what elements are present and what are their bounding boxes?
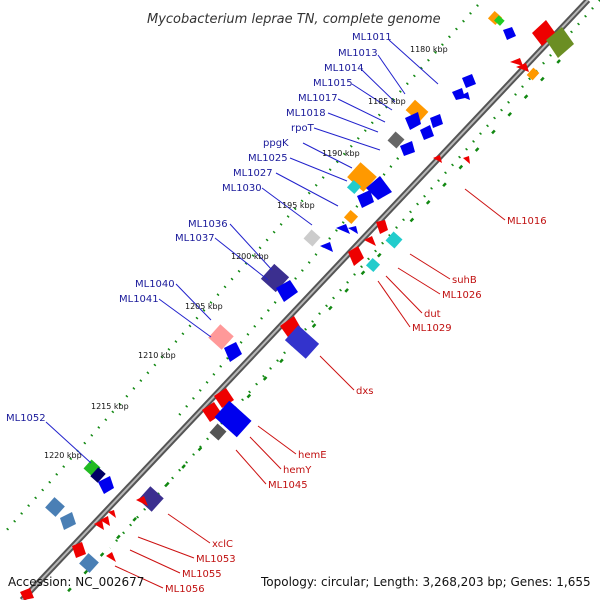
gene-label-hemy: hemY [283, 465, 312, 476]
kbp-label: 1205 kbp [185, 302, 223, 311]
gene-label-ml1017: ML1017 [298, 93, 338, 104]
dashed-track-inner [59, 59, 561, 600]
genome-backbone [19, 0, 591, 600]
gene-label-ml1053: ML1053 [196, 554, 236, 565]
kbp-label: 1220 kbp [44, 451, 82, 460]
kbp-label: 1185 kbp [368, 97, 406, 106]
gene-label-ml1015: ML1015 [313, 78, 353, 89]
gene-label-ml1025: ML1025 [248, 153, 288, 164]
gene-label-dxs: dxs [356, 386, 373, 397]
kbp-label: 1210 kbp [138, 351, 176, 360]
kbp-label: 1180 kbp [410, 45, 448, 54]
gene-label-ml1018: ML1018 [286, 108, 326, 119]
gene-label-ml1040: ML1040 [135, 279, 175, 290]
kbp-label: 1195 kbp [277, 201, 315, 210]
kbp-label: 1200 kbp [231, 252, 269, 261]
reverse-gene-labels: ML1016 suhB ML1026 dut ML1029 dxs hemE h… [165, 216, 547, 595]
kbp-label: 1190 kbp [322, 149, 360, 158]
gene-label-dut: dut [424, 309, 441, 320]
gene-label-suhb: suhB [452, 275, 477, 286]
gene-label-ml1013: ML1013 [338, 48, 378, 59]
gene-label-rpot: rpoT [291, 123, 315, 134]
gene-label-heme: hemE [298, 450, 327, 461]
gene-label-ml1052: ML1052 [6, 413, 46, 424]
gene-label-ml1029: ML1029 [412, 323, 452, 334]
gene-label-ml1011: ML1011 [352, 32, 392, 43]
gene-label-ml1036: ML1036 [188, 219, 228, 230]
gene-label-ml1027: ML1027 [233, 168, 273, 179]
gene-label-ml1030: ML1030 [222, 183, 262, 194]
gene-label-ml1056: ML1056 [165, 584, 205, 595]
gene-label-ppgk: ppgK [263, 138, 289, 149]
map-title: Mycobacterium leprae TN, complete genome [147, 12, 441, 27]
gene-features [20, 10, 574, 600]
kbp-label: 1215 kbp [91, 402, 129, 411]
kbp-tick-labels: 1180 kbp 1185 kbp 1190 kbp 1195 kbp 1200… [44, 45, 448, 460]
leader-lines-reverse [114, 188, 506, 589]
leader-lines-forward [45, 39, 439, 464]
gene-label-ml1045: ML1045 [268, 480, 308, 491]
gene-label-ml1041: ML1041 [119, 294, 159, 305]
topology-text: Topology: circular; Length: 3,268,203 bp… [261, 575, 591, 589]
dotted-track-outer [4, 0, 600, 549]
gene-label-ml1014: ML1014 [324, 63, 364, 74]
gene-label-ml1026: ML1026 [442, 290, 482, 301]
gene-label-ml1016: ML1016 [507, 216, 547, 227]
forward-gene-labels: ML1011 ML1013 ML1014 ML1015 ML1017 ML101… [6, 32, 392, 424]
gene-label-ml1037: ML1037 [175, 233, 215, 244]
gene-label-xclc: xclC [212, 539, 233, 550]
accession-text: Accession: NC_002677 [8, 575, 145, 589]
gene-label-ml1055: ML1055 [182, 569, 222, 580]
